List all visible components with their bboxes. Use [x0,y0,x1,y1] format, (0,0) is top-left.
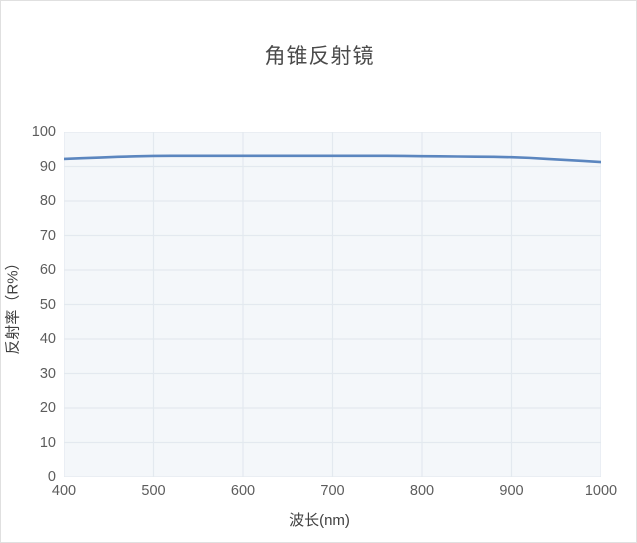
x-axis-tick-labels: 400 500 600 700 800 900 1000 [52,483,617,503]
chart-title: 角锥反射镜 [264,45,375,68]
x-axis-label: 波长(nm) [289,512,350,529]
x-tick-label: 900 [499,483,524,499]
y-tick-label: 50 [39,296,56,313]
y-tick-label: 90 [39,158,56,175]
y-tick-label: 80 [39,193,56,209]
y-axis-tick-labels: 0 10 20 30 40 50 60 70 80 90 100 [1,125,56,485]
y-tick-label: 100 [31,124,56,140]
y-tick-label: 10 [39,434,56,451]
x-tick-label: 600 [230,483,256,499]
y-tick-label: 70 [39,227,56,244]
y-tick-label: 60 [39,262,56,278]
y-tick-label: 0 [47,469,56,485]
x-tick-label: 1000 [584,483,618,499]
grid-lines [64,132,601,477]
y-tick-label: 40 [39,331,56,347]
x-tick-label: 500 [141,483,166,499]
x-tick-label: 800 [409,483,435,499]
x-tick-label: 400 [51,483,77,499]
y-tick-label: 20 [39,400,56,416]
y-tick-label: 30 [39,365,56,382]
reflectance-series-line [64,154,601,164]
x-tick-label: 700 [320,483,345,499]
plot-area [64,132,601,477]
